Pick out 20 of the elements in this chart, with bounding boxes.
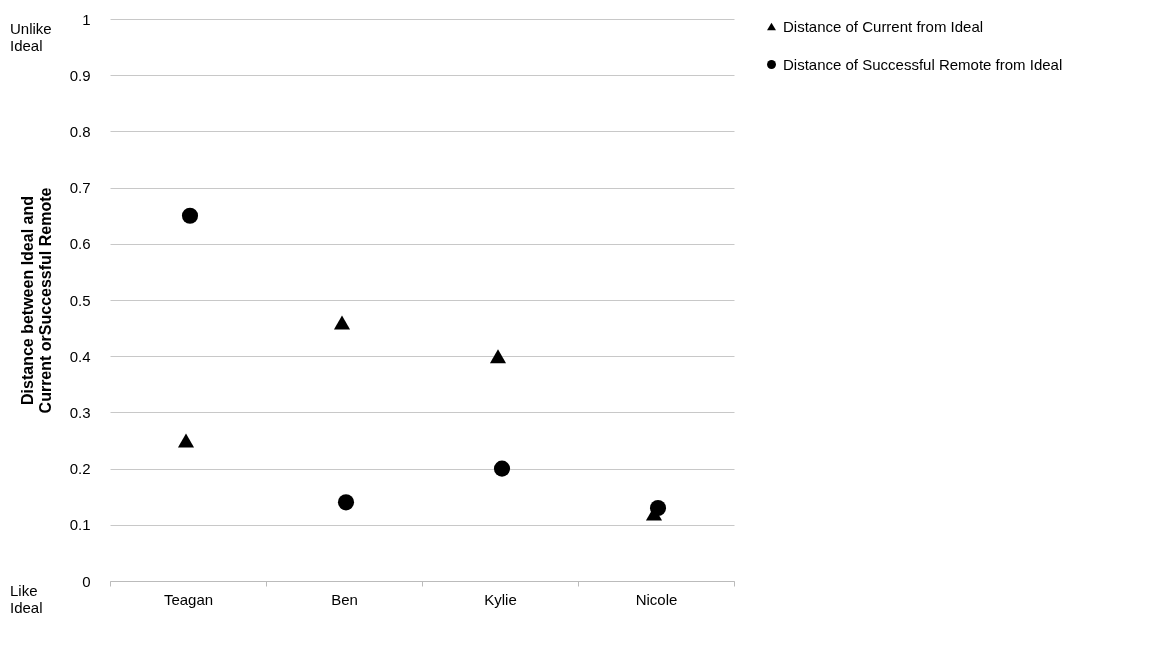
y-tick-label: 0.8 bbox=[69, 122, 91, 140]
legend-label: Distance of Successful Remote from Ideal bbox=[783, 55, 1063, 73]
y-tick-label: 0 bbox=[82, 572, 91, 590]
text: Unlike Ideal bbox=[10, 20, 52, 54]
y-tick-label: 0.2 bbox=[69, 460, 91, 478]
y-tick-label: 0.1 bbox=[69, 516, 91, 534]
x-tick-label: Teagan bbox=[163, 590, 214, 608]
y-tick-label: 1 bbox=[82, 10, 91, 28]
y-tick-label: 0.9 bbox=[69, 66, 91, 84]
y-tick-label: 0.6 bbox=[69, 235, 91, 253]
text: Like Ideal bbox=[10, 582, 43, 616]
x-tick-label: Ben bbox=[331, 590, 358, 608]
y-axis-title: Distance between Ideal and Current orSuccessful Remote bbox=[18, 187, 54, 414]
y-tick-label: 0.5 bbox=[69, 291, 91, 309]
x-tick-label: Kylie bbox=[484, 590, 517, 608]
y-tick-label: 0.4 bbox=[69, 347, 91, 365]
y-tick-label: 0.7 bbox=[69, 179, 91, 197]
legend-label: Distance of Current from Ideal bbox=[783, 17, 984, 35]
y-tick-label: 0.3 bbox=[69, 403, 91, 421]
x-tick-label: Nicole bbox=[635, 590, 678, 608]
